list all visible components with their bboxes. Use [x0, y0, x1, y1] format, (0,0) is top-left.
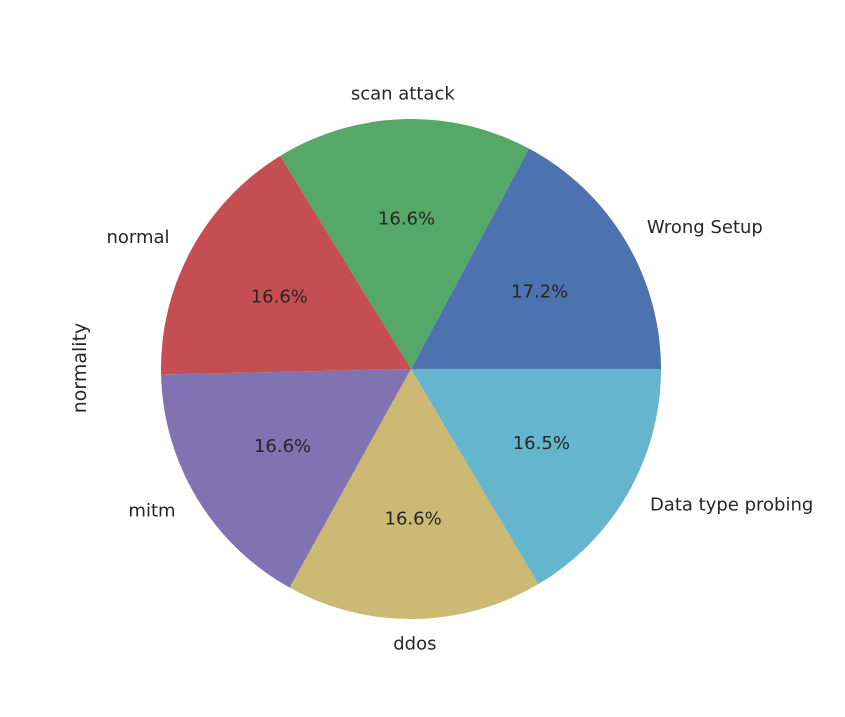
- pie-pct-label: 16.5%: [513, 433, 570, 454]
- pie-slice-wrong-setup: [411, 148, 661, 369]
- pie-category-label: Data type probing: [650, 495, 813, 516]
- pie-pct-label: 16.6%: [254, 436, 311, 457]
- pie-slice-ddos: [289, 369, 539, 619]
- labels-layer: 17.2% Wrong Setup 16.6% scan attack 16.6% nor…: [106, 84, 813, 655]
- pie-category-label: mitm: [128, 501, 175, 522]
- pie-slice-normal: [160, 155, 411, 375]
- pie-pct-label: 16.6%: [251, 287, 308, 308]
- pie-category-label: Wrong Setup: [647, 217, 763, 238]
- pie-category-label: ddos: [393, 633, 436, 654]
- pie-pct-label: 16.6%: [378, 209, 435, 230]
- pie-pct-label: 16.6%: [385, 508, 442, 529]
- pie-slice-scan-attack: [280, 118, 529, 369]
- pie-slice-data-type-probing: [411, 369, 661, 585]
- pie-pct-label: 17.2%: [511, 281, 568, 302]
- pie-category-label: normal: [106, 227, 169, 248]
- y-axis-label: normality: [69, 323, 91, 414]
- pie-slice-mitm: [161, 369, 411, 588]
- slices-layer: [160, 118, 661, 619]
- pie-category-label: scan attack: [351, 84, 456, 105]
